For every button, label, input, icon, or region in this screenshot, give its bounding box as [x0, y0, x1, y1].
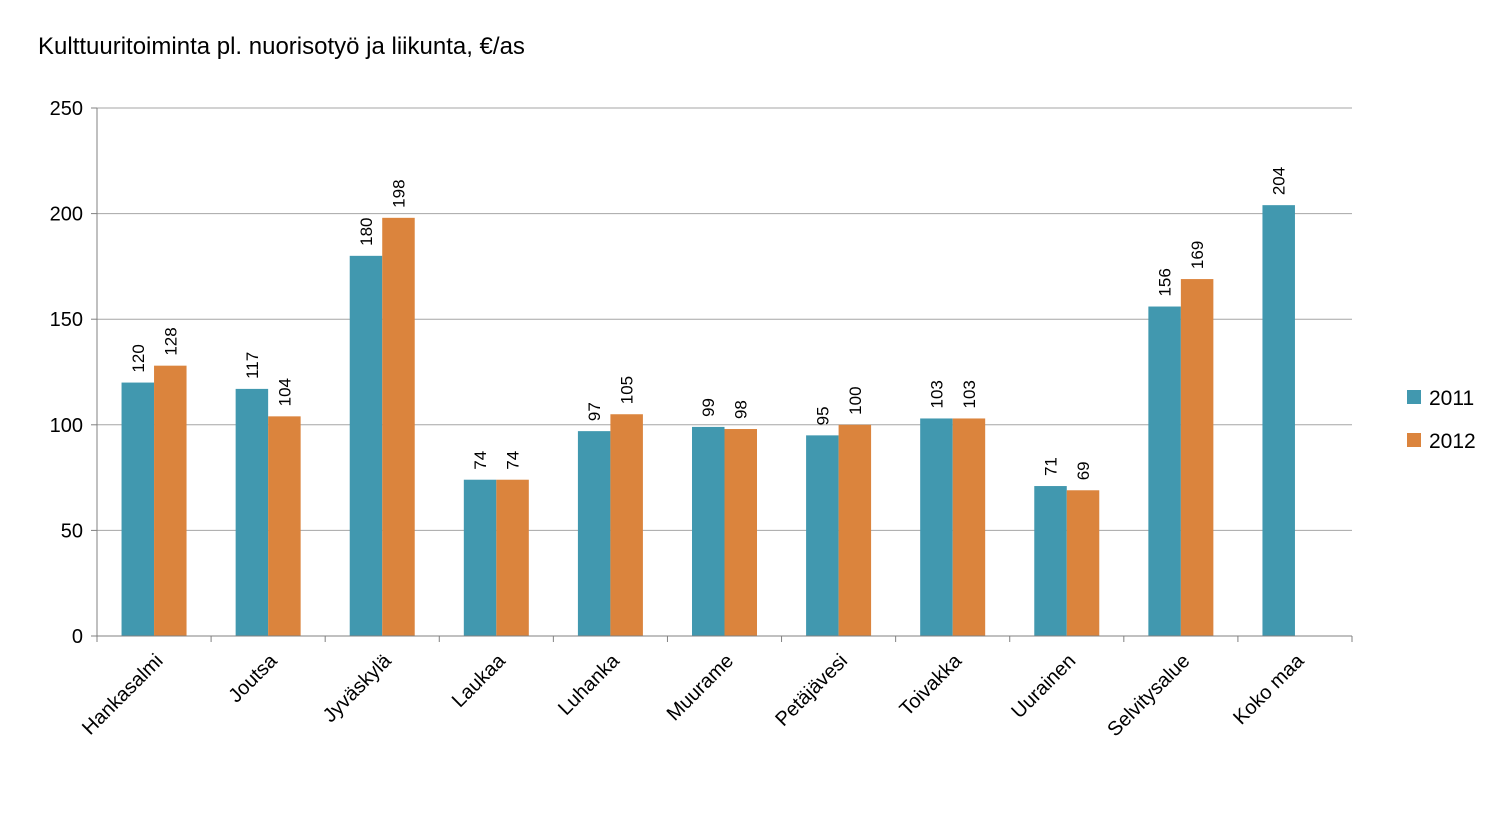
- bar-2012: [496, 479, 529, 636]
- bar-2011: [920, 418, 953, 636]
- category-label: Petäjävesi: [771, 650, 852, 731]
- category-label: Hankasalmi: [78, 650, 167, 739]
- data-label-2012: 103: [960, 380, 979, 408]
- bar-2012: [1180, 279, 1214, 636]
- data-label-2011: 120: [129, 344, 148, 372]
- data-label-2012: 198: [389, 179, 408, 207]
- bar-2011: [692, 426, 725, 636]
- y-tick-label: 150: [50, 309, 83, 331]
- bar-2011: [1034, 486, 1067, 636]
- category-label: Uurainen: [1007, 650, 1080, 723]
- y-tick-labels: 0 50 100 150 200 250: [50, 98, 83, 648]
- data-label-2011: 95: [813, 406, 832, 425]
- data-label-2012: 104: [275, 378, 294, 406]
- data-label-2011: 97: [585, 402, 604, 421]
- bar-2011: [1262, 205, 1295, 637]
- data-label-2011: 117: [243, 352, 262, 379]
- y-tick-label: 50: [61, 520, 83, 542]
- category-label: Jyväskylä: [319, 649, 396, 726]
- category-label: Toivakka: [896, 649, 967, 720]
- category-labels: Hankasalmi Joutsa Jyväskylä Laukaa Luhanka Mu…: [78, 649, 1309, 741]
- data-label-2011: 99: [699, 398, 718, 417]
- bar-2012: [154, 365, 187, 636]
- legend-swatch-2011: [1407, 390, 1421, 404]
- bar-2012: [268, 416, 301, 636]
- bar-2011: [349, 255, 383, 636]
- y-tick-label: 0: [72, 626, 83, 648]
- bar-2011: [121, 382, 155, 636]
- bars: [121, 205, 1295, 637]
- legend-label-2012: 2012: [1429, 430, 1476, 453]
- bar-2011: [463, 479, 497, 636]
- data-label-2011: 204: [1270, 167, 1289, 195]
- category-label: Luhanka: [554, 649, 624, 719]
- data-label-2011: 180: [357, 217, 376, 245]
- data-label-2012: 128: [161, 327, 180, 355]
- category-label: Selvitysalue: [1103, 650, 1194, 741]
- bar-2012: [1066, 490, 1100, 636]
- bar-2011: [577, 431, 611, 636]
- category-label: Joutsa: [224, 649, 282, 707]
- y-tick-label: 100: [50, 415, 83, 437]
- bar-2012: [724, 429, 757, 636]
- axes: [91, 107, 1353, 642]
- data-label-2011: 103: [927, 380, 946, 408]
- category-label: Koko maa: [1229, 649, 1309, 729]
- data-label-2011: 71: [1042, 457, 1061, 476]
- data-label-2012: 98: [732, 400, 751, 419]
- data-label-2012: 105: [618, 376, 637, 404]
- bar-2011: [1148, 306, 1181, 636]
- legend-label-2011: 2011: [1429, 387, 1474, 410]
- bar-2012: [610, 414, 643, 636]
- bar-2011: [235, 388, 269, 636]
- bar-2012: [838, 424, 872, 636]
- data-label-2011: 156: [1156, 268, 1175, 296]
- data-label-2012: 74: [504, 451, 523, 470]
- y-tick-label: 250: [50, 98, 83, 120]
- data-labels: 120 128 117 104 180 198 74 74 97 105 99 98 95 100 103 1…: [129, 167, 1289, 480]
- bar-2012: [382, 217, 415, 636]
- data-label-2012: 100: [846, 386, 865, 414]
- y-tick-label: 200: [50, 204, 83, 226]
- legend-swatch-2012: [1407, 433, 1421, 447]
- data-label-2012: 69: [1074, 461, 1093, 480]
- data-label-2012: 169: [1188, 241, 1207, 269]
- legend: 2011 2012: [1407, 387, 1476, 453]
- gridlines: [97, 107, 1352, 531]
- data-label-2011: 74: [471, 451, 490, 470]
- chart-title: Kulttuuritoiminta pl. nuorisotyö ja liik…: [38, 33, 525, 60]
- bar-2011: [806, 435, 839, 636]
- bar-2012: [952, 418, 986, 636]
- category-label: Muurame: [663, 650, 738, 725]
- category-label: Laukaa: [448, 649, 511, 712]
